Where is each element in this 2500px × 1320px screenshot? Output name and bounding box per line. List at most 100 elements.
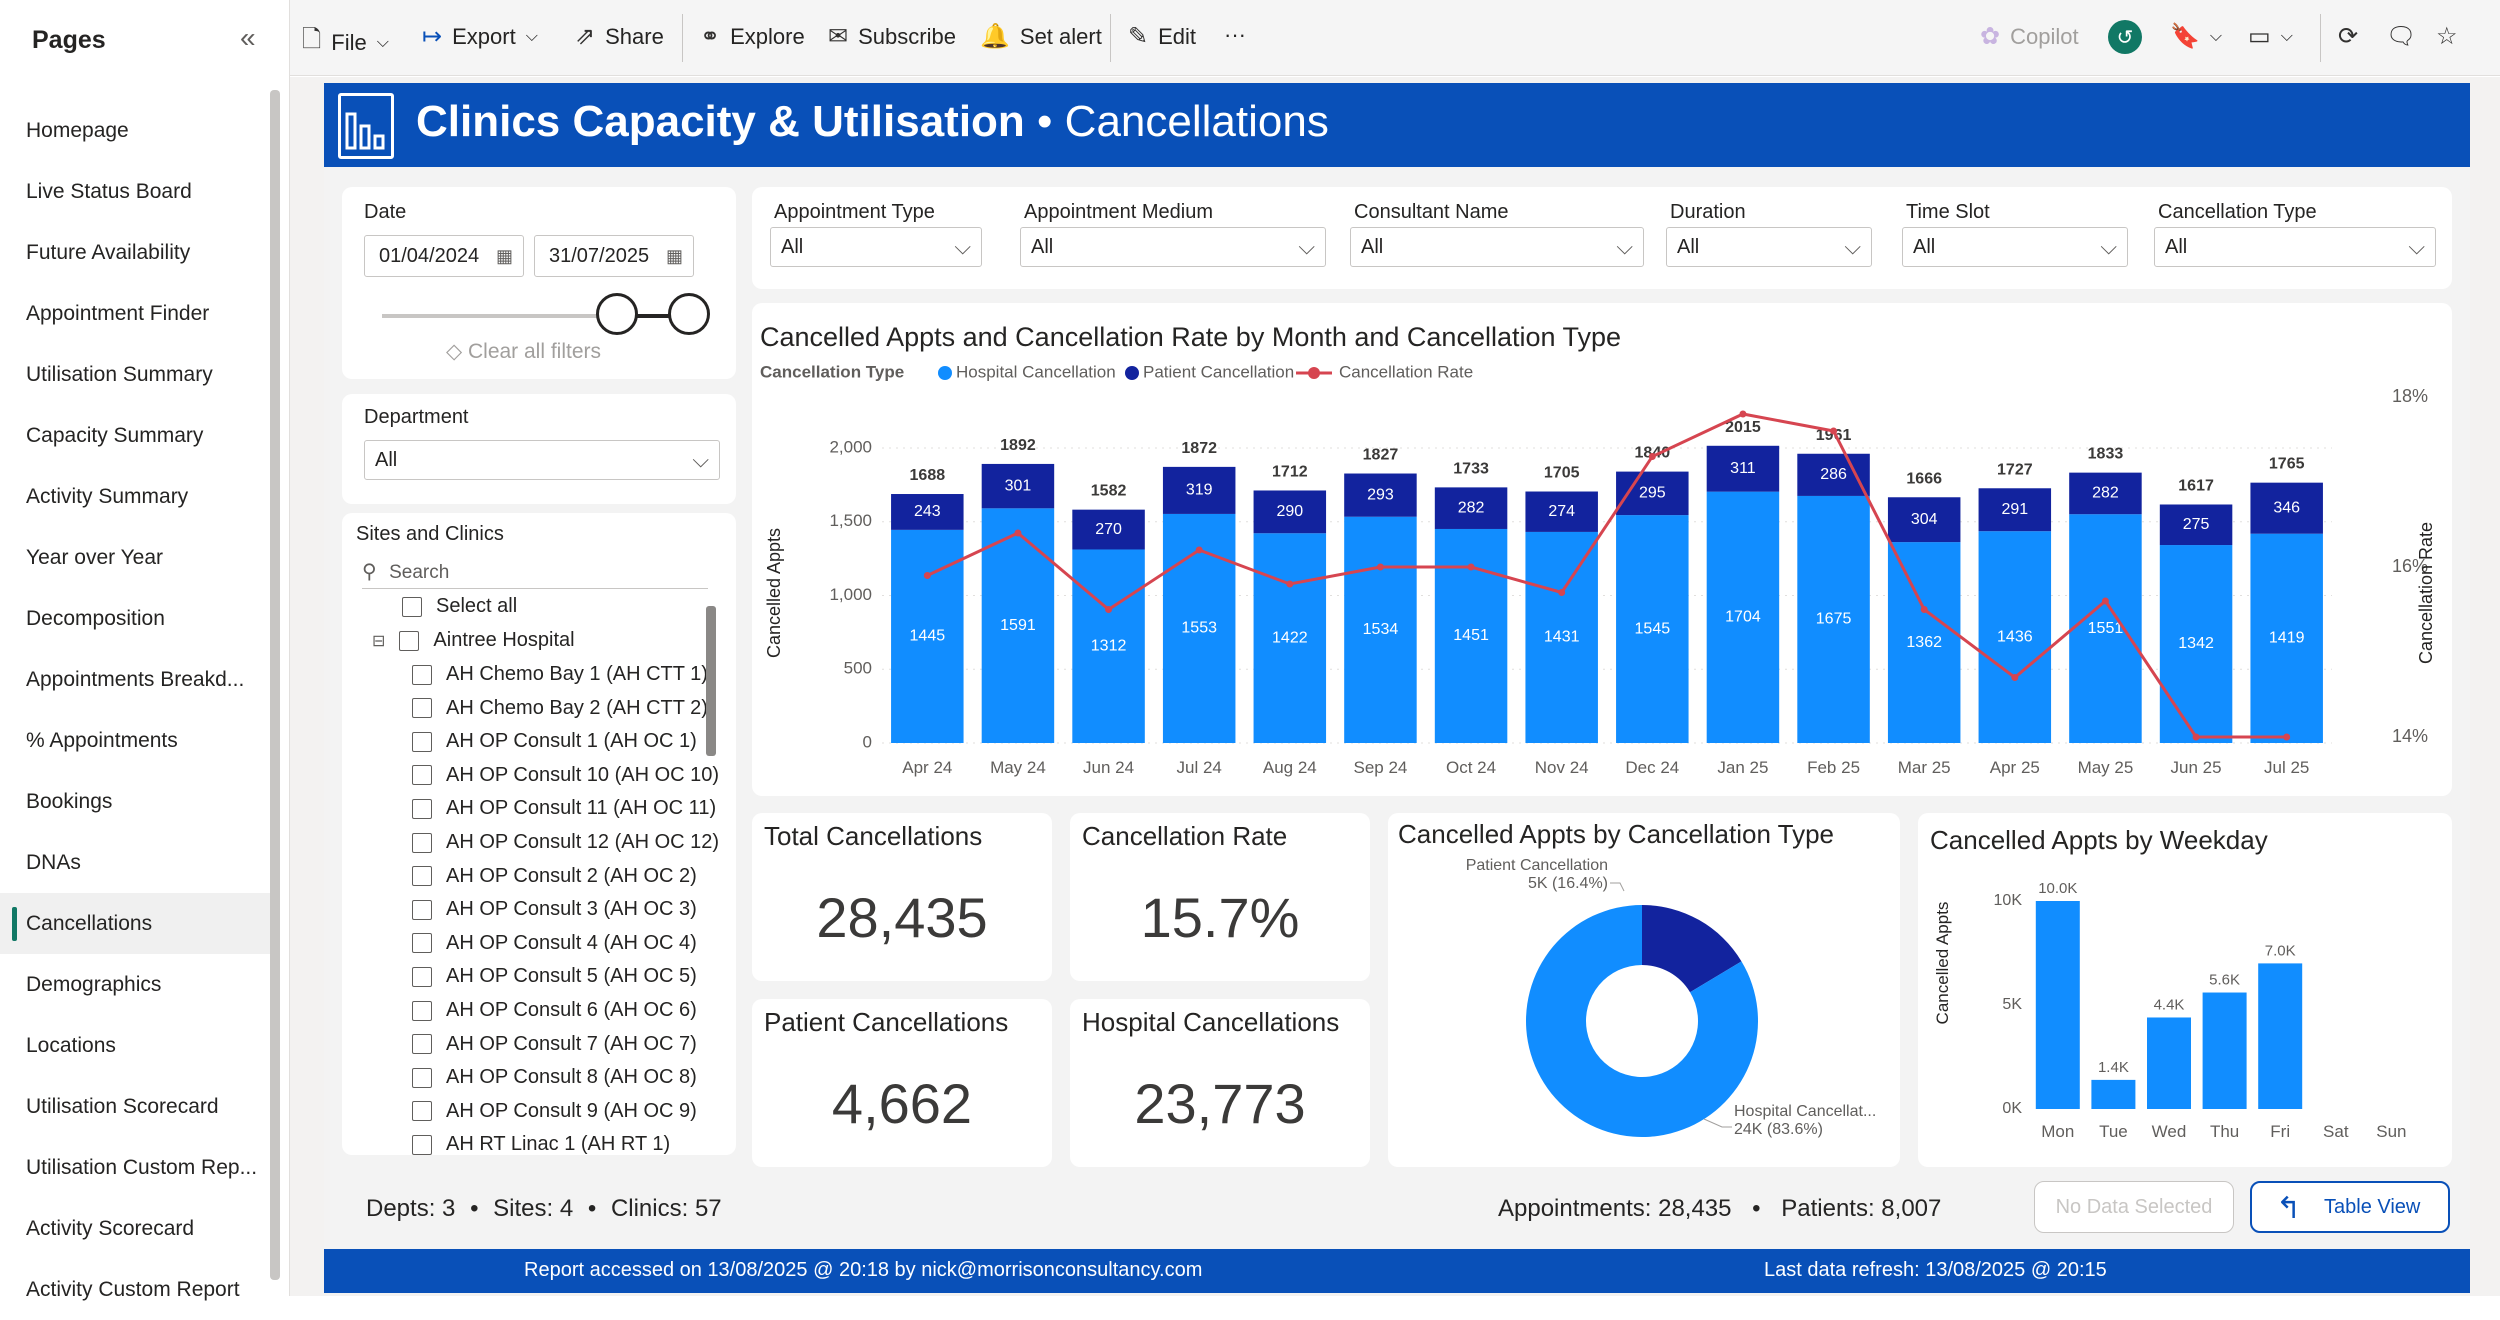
page-link[interactable]: Activity Summary [26, 485, 189, 508]
clinic-list-item[interactable]: AH OP Consult 11 (AH OC 11) [412, 797, 716, 820]
weekday-bar[interactable] [2147, 1017, 2191, 1109]
rate-point[interactable] [1286, 580, 1294, 588]
collapse-tree-icon[interactable]: ⊟ [372, 632, 386, 650]
select-all-checkbox[interactable]: Select all [402, 595, 517, 618]
bar-hospital[interactable] [1978, 531, 2052, 743]
share-button[interactable]: ⇗ Share [575, 22, 664, 51]
bar-patient[interactable] [1706, 445, 1780, 492]
bar-patient[interactable] [1525, 491, 1598, 532]
rate-point[interactable] [1467, 563, 1475, 571]
export-menu[interactable]: ↦ Export ⌵ [422, 22, 538, 51]
clear-filters-button[interactable]: ◇ Clear all filters [446, 339, 601, 364]
bar-hospital[interactable] [1616, 515, 1689, 743]
edit-button[interactable]: ✎ Edit [1128, 22, 1196, 51]
bar-patient[interactable] [1978, 488, 2052, 532]
checkbox[interactable] [412, 798, 432, 819]
weekday-bar[interactable] [2091, 1079, 2136, 1109]
page-link[interactable]: Capacity Summary [26, 424, 204, 447]
rate-point[interactable] [1648, 453, 1656, 460]
checkbox[interactable] [412, 765, 432, 786]
calendar-icon[interactable]: ▦ [495, 246, 513, 266]
more-options-button[interactable]: ··· [1224, 22, 1246, 48]
clinic-list-item[interactable]: AH OP Consult 8 (AH OC 8) [412, 1066, 697, 1089]
checkbox[interactable] [412, 698, 432, 719]
set-alert-button[interactable]: 🔔 Set alert [980, 22, 1102, 51]
slicer-dropdown[interactable]: All ⌵ [2154, 227, 2436, 267]
bar-hospital[interactable] [2069, 514, 2142, 743]
date-slider-track[interactable] [382, 314, 682, 318]
view-menu[interactable]: ▭ ⌵ [2248, 22, 2293, 51]
comment-button[interactable]: 🗨 [2386, 22, 2416, 51]
donut-slice[interactable] [1526, 905, 1758, 1137]
page-link[interactable]: % Appointments [26, 729, 178, 752]
bar-hospital[interactable] [2250, 533, 2323, 743]
bar-hospital[interactable] [1253, 533, 1327, 743]
checkbox[interactable] [412, 899, 432, 920]
clinic-list-item[interactable]: AH OP Consult 10 (AH OC 10) [412, 764, 719, 787]
slicer-dropdown[interactable]: All ⌵ [1666, 227, 1872, 267]
copilot-button[interactable]: ✿ Copilot [1980, 22, 2079, 51]
bar-patient[interactable] [1797, 453, 1870, 496]
page-link[interactable]: Live Status Board [26, 180, 192, 203]
bar-hospital[interactable] [2159, 545, 2233, 743]
start-date-input[interactable]: 01/04/2024 ▦ [364, 235, 524, 277]
checkbox[interactable] [399, 630, 420, 651]
rate-point[interactable] [2101, 597, 2109, 605]
favorite-button[interactable]: ☆ [2436, 22, 2458, 51]
bar-patient[interactable] [2069, 472, 2142, 515]
checkbox[interactable] [412, 966, 432, 987]
page-link[interactable]: Year over Year [26, 546, 164, 569]
slicer-dropdown[interactable]: All ⌵ [1020, 227, 1326, 267]
clinic-list-item[interactable]: AH OP Consult 3 (AH OC 3) [412, 898, 697, 921]
sites-scrollbar[interactable] [706, 606, 716, 756]
bar-patient[interactable] [1162, 466, 1236, 514]
collapse-pages-icon[interactable]: « [240, 22, 256, 53]
checkbox[interactable] [412, 1067, 432, 1088]
bar-patient[interactable] [2250, 482, 2323, 534]
explore-button[interactable]: ⚭ Explore [700, 22, 805, 51]
subscribe-button[interactable]: ✉ Subscribe [828, 22, 956, 51]
department-dropdown[interactable]: All ⌵ [364, 440, 720, 480]
clinic-list-item[interactable]: AH OP Consult 9 (AH OC 9) [412, 1100, 697, 1123]
weekday-bar[interactable] [2202, 992, 2247, 1109]
rate-point[interactable] [1739, 410, 1747, 418]
checkbox[interactable] [412, 1034, 432, 1055]
page-link[interactable]: Decomposition [26, 607, 165, 630]
rate-point[interactable] [2283, 733, 2291, 741]
bar-hospital[interactable] [1344, 516, 1417, 743]
reset-button[interactable]: ↺ [2108, 20, 2142, 54]
clinic-list-item[interactable]: AH OP Consult 12 (AH OC 12) [412, 831, 719, 854]
page-link[interactable]: Future Availability [26, 241, 191, 264]
rate-point[interactable] [1195, 546, 1203, 554]
rate-point[interactable] [1014, 529, 1022, 537]
bar-hospital[interactable] [981, 508, 1055, 743]
clinic-list-item[interactable]: AH Chemo Bay 1 (AH CTT 1) [412, 663, 708, 686]
checkbox[interactable] [412, 1134, 432, 1155]
bar-hospital[interactable] [1797, 495, 1870, 743]
rate-point[interactable] [1920, 606, 1928, 613]
page-link[interactable]: Locations [26, 1034, 116, 1057]
table-view-button[interactable]: ↰ Table View [2250, 1181, 2450, 1233]
weekday-bar[interactable] [2035, 901, 2080, 1109]
bar-patient[interactable] [1072, 509, 1145, 550]
page-link[interactable]: Utilisation Summary [26, 363, 213, 386]
page-link[interactable]: Activity Scorecard [26, 1217, 195, 1240]
rate-point[interactable] [1830, 427, 1838, 435]
bar-patient[interactable] [2159, 504, 2233, 546]
rate-point[interactable] [2192, 733, 2200, 741]
end-date-input[interactable]: 31/07/2025 ▦ [534, 235, 694, 277]
bar-patient[interactable] [1253, 490, 1327, 534]
bar-patient[interactable] [1344, 473, 1417, 517]
checkbox[interactable] [412, 866, 432, 887]
page-link[interactable]: Homepage [26, 119, 129, 142]
bar-patient[interactable] [1434, 487, 1508, 529]
page-link[interactable]: Activity Custom Report [26, 1278, 240, 1301]
file-menu[interactable]: 🗋 File ⌵ [302, 22, 389, 63]
checkbox[interactable] [412, 664, 432, 685]
no-data-selected-button[interactable]: No Data Selected [2034, 1181, 2234, 1233]
slicer-dropdown[interactable]: All ⌵ [770, 227, 982, 267]
clinic-list-item[interactable]: AH RT Linac 1 (AH RT 1) [412, 1133, 670, 1156]
calendar-icon[interactable]: ▦ [665, 246, 683, 266]
page-link[interactable]: Appointments Breakd... [26, 668, 245, 691]
rate-point[interactable] [1105, 606, 1113, 613]
